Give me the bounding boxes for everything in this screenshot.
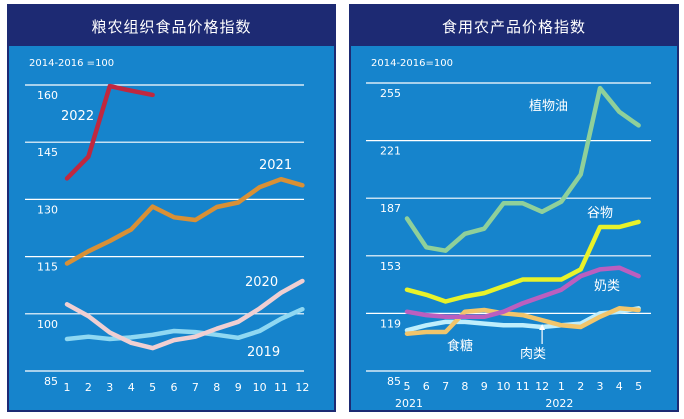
right-x-tick-label: 1	[558, 380, 565, 393]
right-y-tick-label: 255	[380, 87, 401, 100]
left-series-label-2022: 2022	[61, 109, 94, 124]
right-series-line-1	[404, 219, 641, 304]
left-y-tick-label: 160	[37, 89, 58, 102]
left-x-tick-label: 8	[213, 381, 220, 394]
right-series-label-0: 植物油	[529, 99, 568, 114]
left-x-tick-label: 5	[149, 381, 156, 394]
left-x-tick-label: 11	[274, 381, 288, 394]
left-x-tick-label: 9	[235, 381, 242, 394]
left-x-tick-label: 10	[253, 381, 267, 394]
left-chart-subtitle: 2014-2016 =100	[29, 58, 114, 69]
left-x-tick-label: 6	[171, 381, 178, 394]
right-chart-subtitle: 2014-2016=100	[371, 58, 453, 69]
right-series-label-1: 谷物	[587, 206, 613, 221]
right-x-tick-label: 7	[442, 380, 449, 393]
left-x-tick-label: 2	[85, 381, 92, 394]
right-y-tick-label: 119	[380, 317, 401, 330]
right-x-tick-label: 3	[597, 380, 604, 393]
right-x-year-label: 2022	[545, 397, 573, 410]
right-series-line-4	[404, 306, 641, 333]
right-x-tick-label: 9	[481, 380, 488, 393]
right-x-tick-label: 8	[461, 380, 468, 393]
right-x-tick-label: 2	[577, 380, 584, 393]
right-series-label-2: 奶类	[594, 279, 620, 294]
right-chart-panel: 食用农产品价格指数 2014-2016=100 85 119 153 187 221 255…	[349, 4, 679, 412]
right-x-tick-label: 11	[516, 380, 530, 393]
right-series-label-3: 食糖	[447, 338, 473, 354]
right-x-year-label: 2021	[395, 397, 423, 410]
left-series-label-2019: 2019	[247, 345, 280, 360]
left-y-tick-label: 115	[37, 261, 58, 274]
left-x-tick-label: 3	[106, 381, 113, 394]
left-y-tick-label: 145	[37, 146, 58, 159]
right-y-tick-label: 85	[387, 375, 401, 388]
left-series-line-2019	[64, 306, 305, 342]
right-series-label-4: 肉类	[520, 347, 546, 362]
left-y-tick-label: 100	[37, 318, 58, 331]
right-y-tick-label: 153	[380, 260, 401, 273]
right-series-line-3	[404, 306, 641, 336]
left-chart-panel: 粮农组织食品价格指数 2014-2016 =100 85 100 115 130 145 1…	[7, 4, 336, 412]
right-y-tick-label: 221	[380, 145, 401, 158]
right-x-tick-label: 10	[497, 380, 511, 393]
right-x-tick-label: 5	[404, 380, 411, 393]
left-x-tick-label: 1	[64, 381, 71, 394]
right-y-tick-label: 187	[380, 202, 401, 215]
left-y-tick-label: 130	[37, 203, 58, 216]
right-x-tick-label: 6	[423, 380, 430, 393]
left-x-tick-label: 7	[192, 381, 199, 394]
right-x-tick-label: 4	[616, 380, 623, 393]
left-series-line-2021	[64, 176, 305, 266]
right-series-line-2	[404, 265, 641, 320]
left-series-line-2020	[64, 278, 305, 351]
right-chart-title: 食用农产品价格指数	[351, 6, 677, 46]
right-x-tick-label: 5	[635, 380, 642, 393]
left-chart-title: 粮农组织食品价格指数	[9, 6, 334, 46]
left-x-tick-label: 12	[295, 381, 309, 394]
right-x-tick-label: 12	[535, 380, 549, 393]
left-x-tick-label: 4	[128, 381, 135, 394]
left-series-label-2020: 2020	[245, 275, 278, 290]
meat-pointer-arrowhead	[539, 324, 546, 330]
left-series-label-2021: 2021	[259, 158, 292, 173]
left-y-tick-label: 85	[44, 375, 58, 388]
left-series-line-2022	[64, 83, 155, 181]
right-series-line-0	[404, 85, 641, 253]
